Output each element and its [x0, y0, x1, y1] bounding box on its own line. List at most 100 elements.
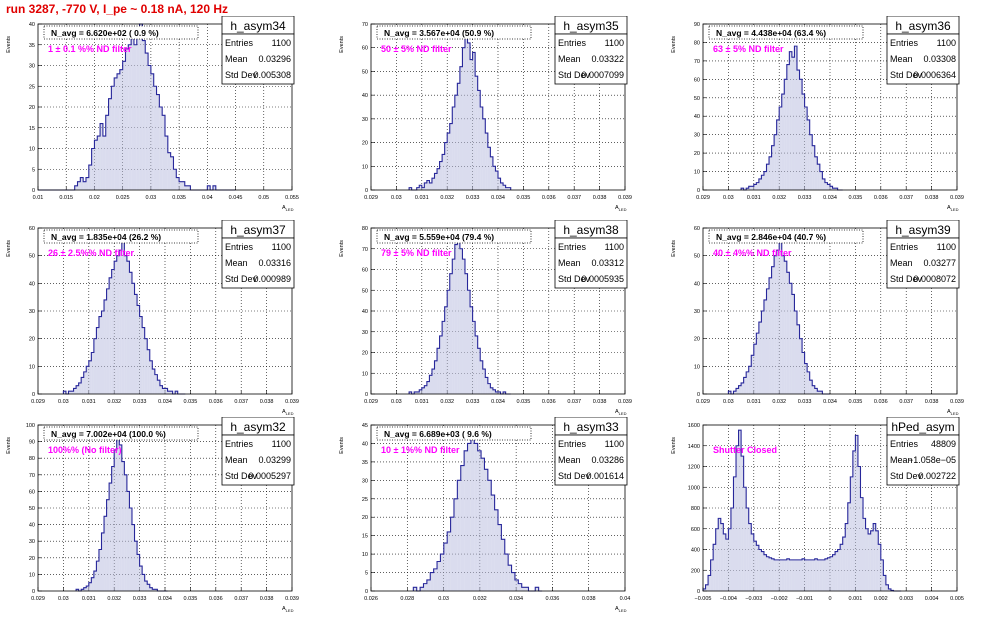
histogram-bin — [149, 587, 153, 591]
histogram-bin — [738, 385, 742, 394]
histogram-bin — [139, 24, 143, 190]
histogram-bin — [447, 133, 450, 190]
histogram-bin — [83, 587, 87, 591]
y-tick-label: 60 — [362, 46, 368, 52]
navg-text: N_avg = 2.846e+04 (40.7 %) — [716, 232, 826, 242]
filter-annotation: 10 ± 1%% ND filter — [381, 445, 460, 455]
histogram-bin — [741, 188, 744, 190]
histogram-bin — [88, 165, 92, 190]
y-tick-label: 1000 — [688, 485, 700, 491]
histogram-bin — [452, 259, 455, 394]
histogram-bin — [106, 288, 110, 394]
x-tick-label: 0.026 — [364, 596, 378, 602]
y-tick-label: 10 — [362, 552, 368, 558]
x-tick-label: 0.037 — [567, 399, 581, 405]
histogram-bin — [121, 461, 125, 591]
stat-label: Std Dev — [558, 70, 591, 80]
histogram-pad-asym38: 0.029 0.03 0.031 0.032 0.033 0.034 0.035 0.036 0… — [333, 220, 666, 428]
histogram-bin — [736, 388, 739, 394]
histogram-bin — [786, 64, 790, 190]
histogram-bin — [96, 327, 99, 394]
navg-box — [43, 229, 199, 244]
histogram-name: h_asym38 — [563, 223, 619, 237]
histogram-pad-asym37: 0.029 0.03 0.031 0.032 0.033 0.034 0.035 0.036 0… — [0, 220, 333, 428]
x-tick-label: 0.034 — [823, 399, 837, 405]
histogram-bin — [184, 185, 188, 190]
histogram-bin — [771, 266, 775, 394]
y-tick-label: 30 — [29, 309, 35, 315]
y-tick-label: 10 — [29, 364, 35, 370]
stat-value: −1.058e−05 — [908, 455, 956, 465]
histogram-bin — [857, 466, 861, 591]
navg-text: N_avg = 4.438e+04 (63.4 %) — [716, 28, 826, 38]
histogram-bin — [81, 377, 84, 394]
y-tick-label: 40 — [694, 114, 700, 120]
histogram-bin — [487, 480, 492, 591]
histogram-bin — [142, 574, 145, 591]
histogram-bin — [708, 575, 711, 591]
histogram-pad-asym32: 0.029 0.03 0.031 0.032 0.033 0.034 0.035 0.036 0… — [0, 417, 333, 625]
y-tick-label: 0 — [697, 589, 700, 595]
x-axis-label: ALED — [947, 205, 959, 212]
y-tick-label: 60 — [694, 77, 700, 83]
x-tick-label: 0.038 — [593, 399, 607, 405]
histogram-bin — [144, 338, 148, 394]
histogram-bin — [751, 186, 754, 190]
x-tick-label: 0.039 — [285, 596, 299, 602]
histogram-bin — [472, 52, 476, 191]
histogram-pad-asym35: 0.029 0.03 0.031 0.032 0.033 0.034 0.035 0.036 0… — [333, 16, 666, 224]
histogram-bin — [822, 559, 825, 591]
y-tick-label: 1400 — [688, 444, 700, 450]
stat-value: 0.002722 — [918, 471, 956, 481]
stat-value: 0.001614 — [586, 471, 624, 481]
histogram-bin — [114, 77, 118, 190]
y-tick-label: 10 — [29, 572, 35, 578]
histogram-bin — [763, 554, 767, 591]
histogram-bin — [111, 269, 115, 394]
histogram-bin — [150, 73, 154, 190]
histogram-bin — [121, 241, 125, 394]
histogram-bin — [111, 466, 115, 591]
x-tick-label: 0.055 — [285, 195, 299, 201]
histogram-bin — [144, 581, 148, 591]
y-axis-label: Events — [339, 437, 345, 454]
histogram-bin — [746, 508, 749, 591]
histogram-bin — [434, 173, 438, 190]
histogram-bin — [447, 531, 451, 591]
stat-label: Entries — [890, 242, 919, 252]
y-tick-label: 70 — [694, 59, 700, 65]
histogram-bin — [802, 352, 805, 394]
y-tick-label: 100 — [26, 423, 35, 429]
histogram-bin — [98, 549, 102, 591]
y-tick-label: 35 — [29, 43, 35, 49]
histogram-bin — [149, 360, 153, 394]
y-axis-label: Events — [339, 36, 345, 53]
x-tick-label: 0.039 — [618, 195, 632, 201]
histogram-bin — [453, 498, 458, 591]
x-tick-label: 0.037 — [899, 195, 913, 201]
histogram-bin — [482, 118, 486, 190]
histogram-bin — [142, 40, 146, 190]
x-tick-label: 0.038 — [260, 596, 274, 602]
navg-box — [376, 25, 532, 40]
histogram-bin — [426, 381, 430, 394]
histogram-bin — [443, 543, 448, 591]
histogram-bin — [508, 565, 512, 591]
x-tick-label: 0.03 — [438, 596, 449, 602]
histogram-bin — [498, 524, 502, 591]
x-axis-label-subscript: LED — [286, 411, 294, 416]
x-tick-label: 0.033 — [466, 399, 480, 405]
histogram-bin — [746, 188, 749, 190]
histogram-bin — [718, 518, 721, 591]
histogram-line — [408, 37, 512, 191]
histogram-bin — [447, 290, 450, 394]
histogram-bin — [480, 107, 483, 190]
stat-label: Std Dev — [225, 274, 258, 284]
histogram-bin — [703, 588, 706, 591]
histogram-bin — [136, 32, 140, 190]
histogram-bin — [437, 348, 440, 394]
histogram-bin — [98, 316, 102, 394]
histogram-bin — [167, 152, 171, 190]
x-tick-label: 0.037 — [234, 399, 248, 405]
histogram-bin — [498, 178, 501, 190]
